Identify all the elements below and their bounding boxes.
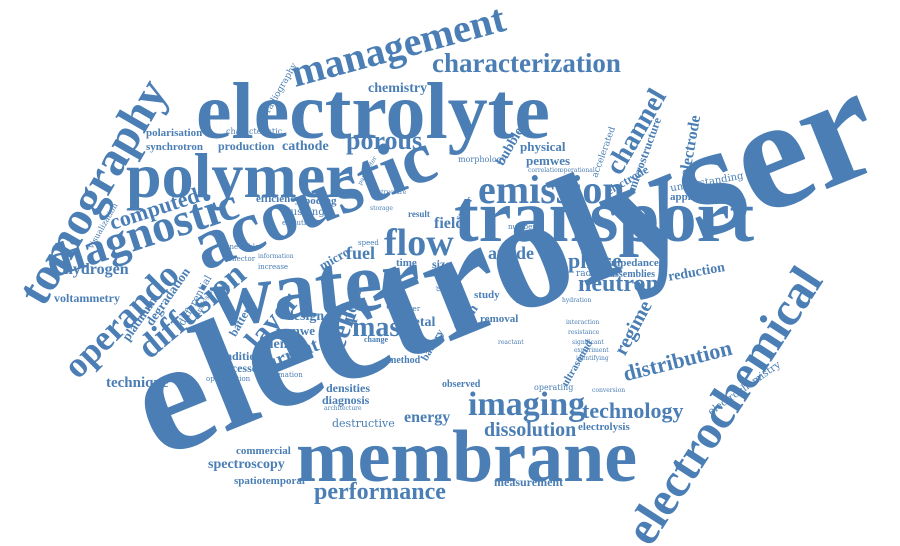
word-hydrogen: hydrogen — [64, 261, 129, 278]
word-voltammetry: voltammetry — [54, 291, 120, 305]
word-assemblies: assemblies — [610, 269, 655, 280]
word-transport: transport — [454, 176, 755, 258]
word-cathode: cathode — [282, 139, 329, 154]
word-pemwes: pemwes — [526, 153, 571, 168]
word-porous: porous — [346, 126, 423, 155]
word-energy: energy — [404, 409, 451, 426]
word-experiment: experiment — [574, 347, 609, 354]
word-metal: metal — [402, 315, 436, 330]
word-performance: performance — [314, 479, 446, 505]
word-speed: speed — [358, 239, 379, 247]
word-production: production — [218, 139, 275, 153]
word-imaging: imaging — [468, 386, 586, 423]
word-design: design — [286, 309, 325, 324]
word-correlation: correlation — [528, 167, 562, 174]
word-structure: structure — [378, 189, 407, 196]
word-anode: anode — [488, 243, 535, 263]
word-optimisation: optimisation — [206, 375, 251, 383]
word-formation: formation — [268, 371, 303, 379]
word-polarisation: polarisation — [146, 127, 203, 139]
word-dissolution: dissolution — [484, 419, 577, 441]
word-interaction: interaction — [566, 319, 600, 326]
word-impedance: impedance — [608, 257, 659, 269]
word-hydration: hydration — [562, 297, 592, 304]
word-collector: collector — [224, 255, 256, 263]
word-condition: condition — [214, 349, 263, 363]
word-function: function — [516, 297, 546, 305]
word-emission: emission — [478, 167, 625, 212]
word-spatiotemporal: spatiotemporal — [234, 475, 305, 487]
word-mass: mass — [352, 312, 412, 343]
word-science: science — [258, 337, 300, 352]
word-measurement: measurement — [494, 475, 564, 489]
word-diagnosis: diagnosis — [322, 393, 370, 407]
word-observed: observed — [442, 379, 481, 390]
word-reactant: reactant — [498, 339, 524, 346]
word-characteristic: characteristic — [226, 127, 283, 136]
word-change: change — [364, 335, 388, 344]
word-physical: physical — [520, 139, 566, 154]
word-time: time — [396, 257, 417, 269]
word-neutron: neutron — [578, 271, 659, 297]
word-technology: technology — [582, 398, 684, 423]
word-evolution: evolution — [282, 219, 315, 227]
word-application: application — [670, 191, 723, 203]
word-architecture: architecture — [324, 405, 362, 412]
word-synchrotron: synchrotron — [146, 141, 204, 153]
word-information: information — [258, 253, 294, 260]
word-removal: removal — [480, 313, 519, 325]
word-phase: phase — [568, 248, 622, 273]
word-efficiency: efficiency — [256, 193, 301, 205]
word-significant: significant — [572, 339, 604, 346]
word-flooding: flooding — [298, 195, 337, 207]
word-electrolysis: electrolysis — [578, 421, 630, 433]
word-membrane: membrane — [296, 416, 638, 498]
word-conversion: conversion — [592, 387, 626, 394]
word-polymer: polymer — [126, 140, 354, 211]
word-radiation: radiation — [576, 269, 618, 279]
word-result: result — [408, 209, 430, 219]
word-number: number — [508, 223, 536, 231]
word-commercial: commercial — [236, 445, 291, 457]
word-processes: processes — [214, 361, 262, 375]
word-storage: storage — [370, 205, 393, 212]
word-densities: densities — [326, 381, 371, 395]
word-increase: increase — [258, 263, 289, 271]
word-method: method — [388, 355, 421, 366]
word-resistance: resistance — [568, 329, 600, 336]
word-spectroscopy: spectroscopy — [208, 457, 285, 472]
word-operational: operational — [560, 167, 595, 174]
word-identifying: identifying — [576, 355, 609, 362]
word-operating: operating — [534, 383, 574, 392]
word-flushing: flushing — [284, 207, 325, 218]
word-destructive: destructive — [332, 417, 395, 430]
word-fuel: fuel — [346, 243, 375, 263]
word-pemwe: pemwe — [276, 323, 315, 338]
word-field: field — [434, 215, 465, 232]
word-electrolyte: electrolyte — [196, 68, 550, 156]
word-power: power — [398, 305, 421, 313]
word-morphology: morphology — [458, 155, 507, 164]
word-technique: technique — [106, 375, 169, 391]
word-study: study — [474, 289, 500, 301]
word-chemistry: chemistry — [368, 81, 428, 96]
word-flow: flow — [384, 222, 454, 264]
word-ultrasound: ultrasound — [559, 338, 596, 389]
word-characterization: characterization — [432, 48, 621, 78]
word-size: size — [432, 257, 451, 271]
word-renewable: renewable — [222, 243, 260, 251]
